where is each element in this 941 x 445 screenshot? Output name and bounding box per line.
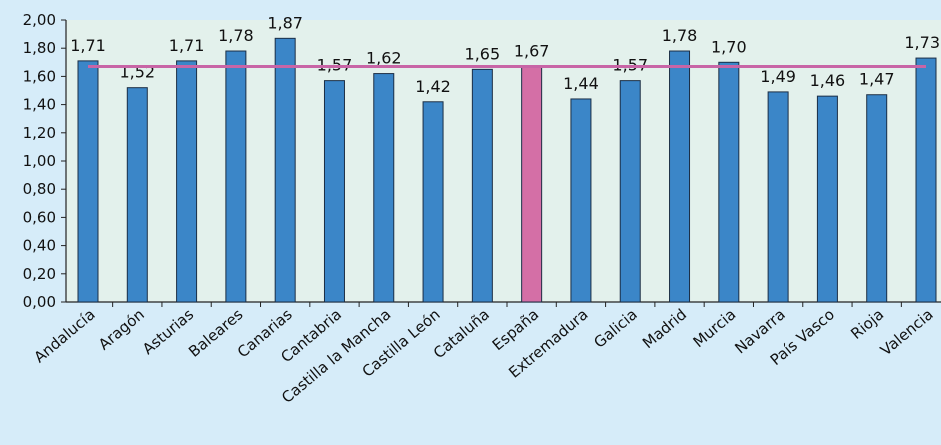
bar-14 xyxy=(767,91,789,303)
data-label: 1,71 xyxy=(70,36,106,55)
y-tick-label: 0,00 xyxy=(23,293,56,311)
y-tick-label: 0,80 xyxy=(23,180,56,198)
bar-2 xyxy=(176,60,198,303)
bar-17 xyxy=(915,57,937,303)
data-label: 1,78 xyxy=(218,26,254,45)
y-tick-label: 1,40 xyxy=(23,96,56,114)
bar-13 xyxy=(718,61,740,303)
data-label: 1,49 xyxy=(760,67,796,86)
y-tick-label: 0,60 xyxy=(23,208,56,226)
category-label: Valencia xyxy=(877,305,937,359)
category-label: Galicia xyxy=(590,305,640,351)
data-label: 1,67 xyxy=(514,42,550,61)
category-label: Rioja xyxy=(847,305,887,343)
bar-3 xyxy=(225,50,247,303)
bar-12 xyxy=(669,50,691,303)
y-tick-label: 2,00 xyxy=(23,11,56,29)
data-label: 1,87 xyxy=(267,13,303,32)
bar-6 xyxy=(373,73,395,303)
category-label: Madrid xyxy=(639,305,690,352)
category-label: Andalucía xyxy=(30,305,98,366)
bar-4 xyxy=(274,37,296,303)
y-tick-label: 1,20 xyxy=(23,124,56,142)
bar-15 xyxy=(816,95,838,303)
y-tick-label: 0,20 xyxy=(23,265,56,283)
data-label: 1,65 xyxy=(465,44,501,63)
bar-7 xyxy=(422,101,444,303)
data-label: 1,42 xyxy=(415,77,451,96)
y-tick-label: 1,60 xyxy=(23,67,56,85)
category-label: Cataluña xyxy=(430,305,493,362)
plot-area xyxy=(66,20,941,302)
data-label: 1,71 xyxy=(169,36,205,55)
bar-16 xyxy=(866,94,888,303)
bar-1 xyxy=(126,87,148,303)
y-tick-label: 1,80 xyxy=(23,39,56,57)
data-label: 1,70 xyxy=(711,37,747,56)
data-label: 1,78 xyxy=(662,26,698,45)
bar-10 xyxy=(570,98,592,303)
y-tick-label: 0,40 xyxy=(23,237,56,255)
bar-9 xyxy=(521,66,543,303)
bar-8 xyxy=(471,68,493,303)
data-label: 1,47 xyxy=(859,70,895,89)
bar-0 xyxy=(77,60,99,303)
data-label: 1,44 xyxy=(563,74,599,93)
bar-11 xyxy=(619,80,641,303)
data-label: 1,73 xyxy=(904,33,940,52)
y-tick-label: 1,00 xyxy=(23,152,56,170)
bar-5 xyxy=(323,80,345,303)
data-label: 1,62 xyxy=(366,49,402,68)
data-label: 1,46 xyxy=(810,71,846,90)
